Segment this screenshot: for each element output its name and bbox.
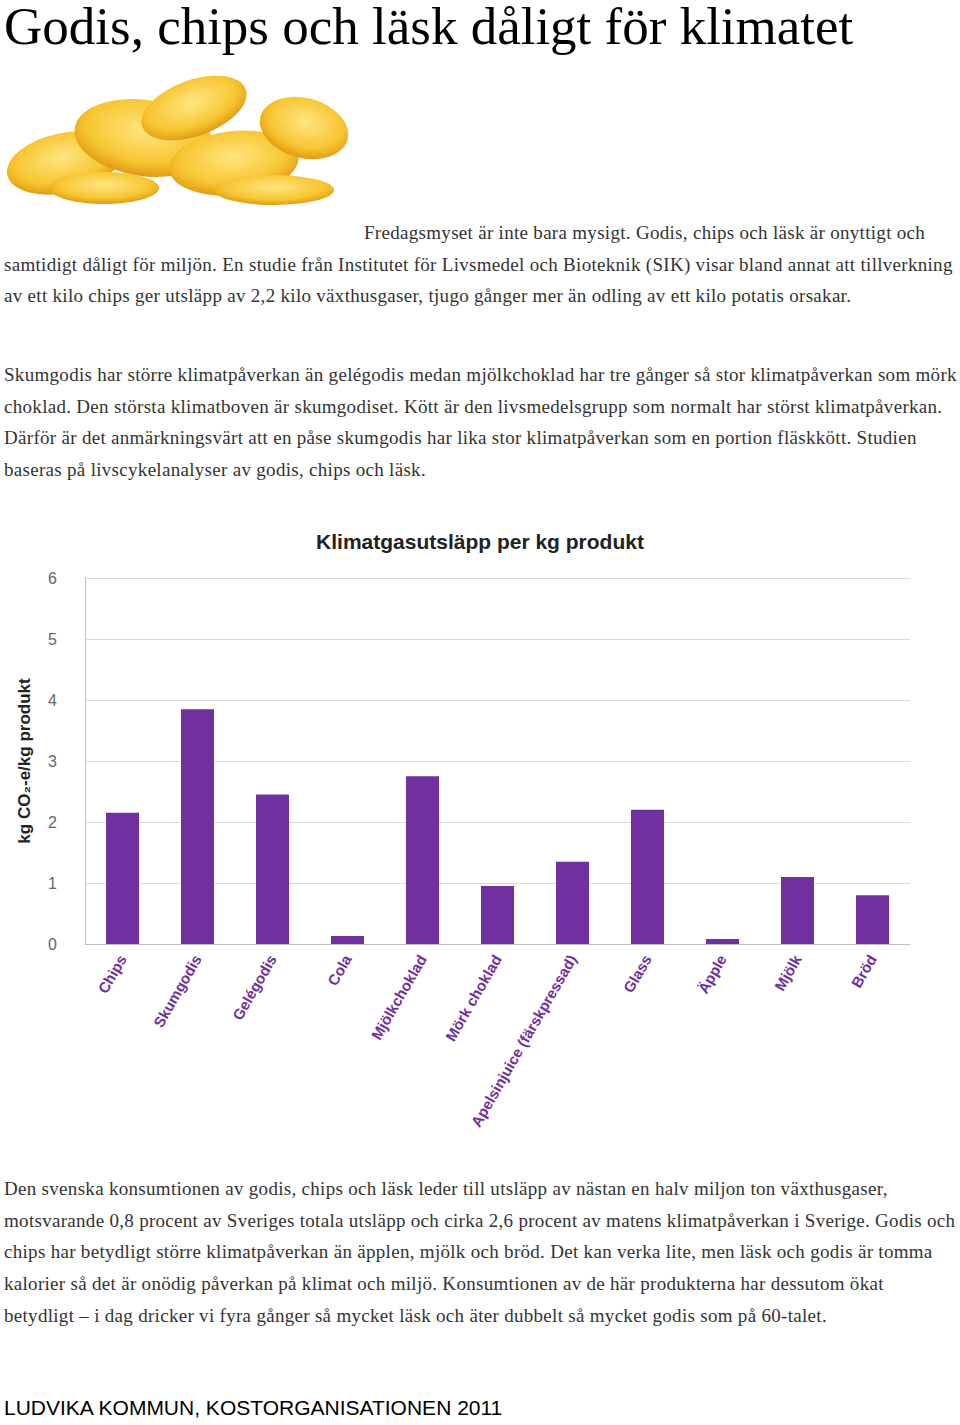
svg-text:Glass: Glass bbox=[620, 952, 655, 996]
svg-text:Cola: Cola bbox=[324, 951, 355, 988]
html-text:Skumgodis har större klimatpåv: Skumgodis har större klimatpåverkan än g… bbox=[4, 364, 957, 481]
svg-text:Mörk choklad: Mörk choklad bbox=[442, 952, 505, 1044]
svg-text:Mjölk: Mjölk bbox=[771, 951, 805, 993]
svg-text:5: 5 bbox=[48, 631, 57, 648]
svg-text:Apelsinjuice (färskpressad): Apelsinjuice (färskpressad) bbox=[467, 952, 580, 1130]
svg-text:3: 3 bbox=[48, 753, 57, 770]
svg-text:Mjölkchoklad: Mjölkchoklad bbox=[368, 952, 430, 1043]
html-text:Fredagsmyset är inte bara mysi: Fredagsmyset är inte bara mysigt. Godis,… bbox=[4, 222, 953, 307]
svg-text:Gelégodis: Gelégodis bbox=[229, 952, 280, 1023]
svg-text:0: 0 bbox=[48, 936, 57, 953]
svg-text:4: 4 bbox=[48, 692, 57, 709]
svg-text:kg CO₂-e/kg produkt: kg CO₂-e/kg produkt bbox=[15, 678, 34, 844]
svg-text:2: 2 bbox=[48, 814, 57, 831]
html-text:Den svenska konsumtionen av go: Den svenska konsumtionen av godis, chips… bbox=[4, 1178, 956, 1326]
html-text:LUDVIKA KOMMUN, KOSTORGANISATI: LUDVIKA KOMMUN, KOSTORGANISATIONEN 2011 bbox=[4, 1396, 503, 1419]
svg-text:6: 6 bbox=[48, 570, 57, 587]
svg-text:Skumgodis: Skumgodis bbox=[150, 952, 205, 1030]
svg-text:1: 1 bbox=[48, 875, 57, 892]
svg-text:Chips: Chips bbox=[94, 952, 130, 997]
svg-text:Bröd: Bröd bbox=[848, 952, 880, 991]
svg-text:Klimatgasutsläpp per kg produk: Klimatgasutsläpp per kg produkt bbox=[316, 530, 644, 553]
svg-text:Äpple: Äpple bbox=[694, 952, 730, 997]
